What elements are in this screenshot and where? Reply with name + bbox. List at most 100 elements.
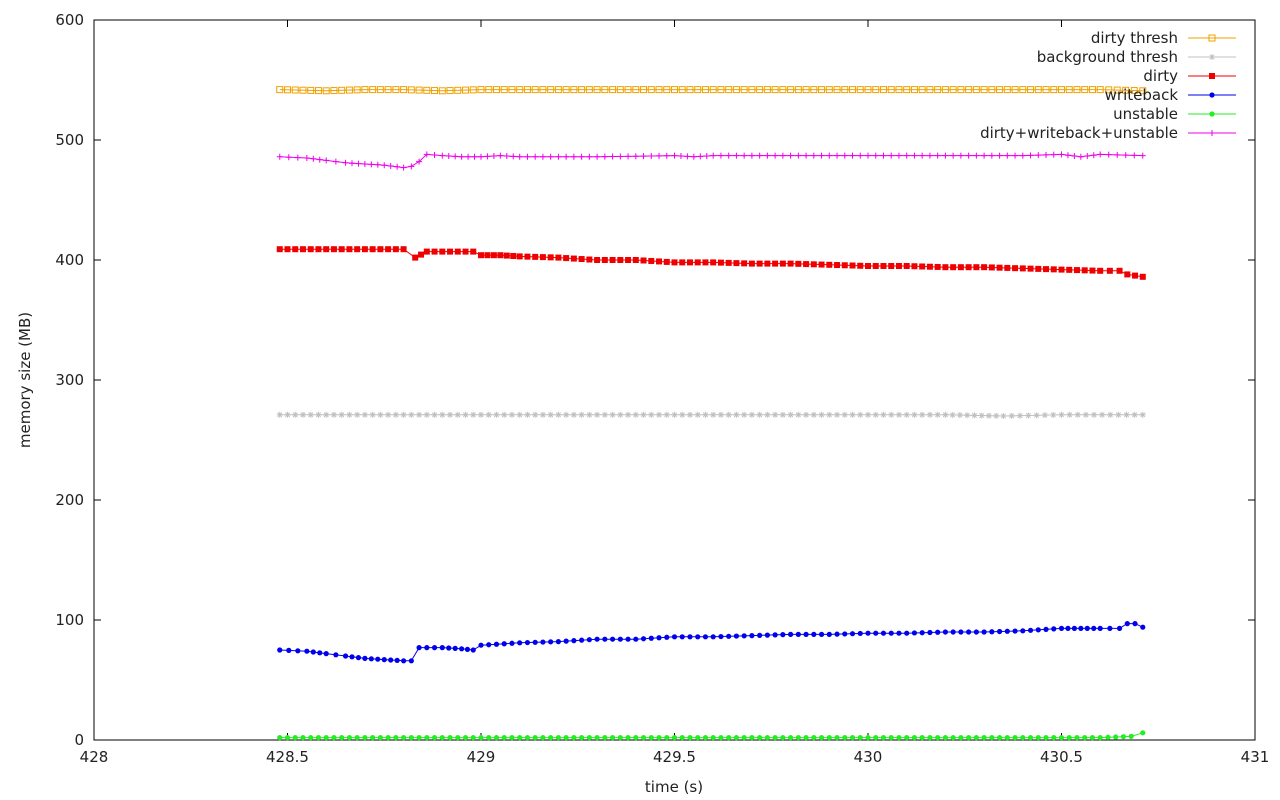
point xyxy=(1058,151,1065,158)
point xyxy=(408,735,414,741)
x-tick-label: 428 xyxy=(80,748,109,766)
point xyxy=(764,152,771,159)
point xyxy=(1081,86,1089,94)
legend-marker xyxy=(1209,54,1215,60)
point xyxy=(1131,411,1138,418)
point xyxy=(1019,265,1026,272)
point xyxy=(484,153,491,160)
point xyxy=(1043,735,1049,741)
point xyxy=(349,160,355,167)
point xyxy=(547,86,555,94)
point xyxy=(1020,628,1026,634)
point xyxy=(702,259,709,266)
point xyxy=(431,248,438,255)
point xyxy=(880,735,887,741)
point xyxy=(818,631,825,638)
point xyxy=(935,629,941,635)
point xyxy=(310,155,317,162)
series-line-dirty-thresh xyxy=(279,89,1143,92)
point xyxy=(985,412,992,419)
x-tick-label: 428.5 xyxy=(266,748,309,766)
point xyxy=(369,411,376,418)
point xyxy=(694,411,701,418)
point xyxy=(625,735,631,741)
point xyxy=(756,260,763,267)
point xyxy=(416,411,423,418)
point xyxy=(579,735,585,741)
point xyxy=(292,411,299,418)
point xyxy=(717,411,724,418)
point xyxy=(300,735,306,741)
point xyxy=(678,86,686,94)
point xyxy=(523,86,531,94)
point xyxy=(981,629,987,635)
point xyxy=(299,411,306,418)
point xyxy=(1004,264,1011,271)
point xyxy=(973,152,980,159)
point xyxy=(462,411,469,418)
point xyxy=(1124,271,1131,278)
point xyxy=(470,411,477,418)
point xyxy=(439,152,446,159)
point xyxy=(315,411,322,418)
point xyxy=(956,412,963,419)
point xyxy=(919,152,926,159)
point xyxy=(710,634,716,640)
point xyxy=(547,254,554,261)
point xyxy=(563,255,570,262)
point xyxy=(865,735,871,741)
point xyxy=(958,735,964,741)
point xyxy=(1123,411,1130,418)
point xyxy=(811,631,817,638)
point xyxy=(1081,267,1088,274)
point xyxy=(314,87,322,95)
point xyxy=(323,735,329,741)
point xyxy=(524,153,531,160)
point xyxy=(656,635,662,641)
point xyxy=(865,630,871,636)
point xyxy=(910,86,918,94)
point xyxy=(423,248,430,255)
point xyxy=(787,260,794,267)
point xyxy=(919,630,925,636)
point xyxy=(703,153,710,159)
point xyxy=(571,735,577,741)
point xyxy=(593,86,601,94)
point xyxy=(779,411,786,418)
legend-item-background-thresh: background thresh xyxy=(1037,48,1236,66)
point xyxy=(632,153,639,160)
point xyxy=(879,86,887,94)
point xyxy=(354,411,361,418)
point xyxy=(633,636,639,642)
point xyxy=(935,735,941,741)
point xyxy=(640,735,647,741)
point xyxy=(388,657,394,663)
point xyxy=(664,735,670,741)
point xyxy=(788,631,794,638)
point xyxy=(625,636,631,642)
point xyxy=(342,653,349,659)
point xyxy=(624,86,632,94)
point xyxy=(286,647,292,654)
point xyxy=(1051,626,1057,632)
point xyxy=(996,735,1003,741)
point xyxy=(478,252,484,259)
point xyxy=(888,630,894,636)
point xyxy=(578,256,585,263)
point xyxy=(690,153,697,160)
point xyxy=(490,153,497,159)
point xyxy=(1140,624,1146,630)
point xyxy=(671,152,678,159)
point xyxy=(601,86,609,94)
point xyxy=(1034,86,1042,94)
point xyxy=(1130,87,1138,95)
point xyxy=(1084,153,1091,159)
point xyxy=(1012,735,1018,741)
point xyxy=(942,264,949,271)
point xyxy=(733,411,740,418)
point xyxy=(833,86,841,94)
point xyxy=(446,87,454,95)
point xyxy=(1025,412,1032,419)
point xyxy=(1035,265,1042,272)
point xyxy=(958,629,964,635)
